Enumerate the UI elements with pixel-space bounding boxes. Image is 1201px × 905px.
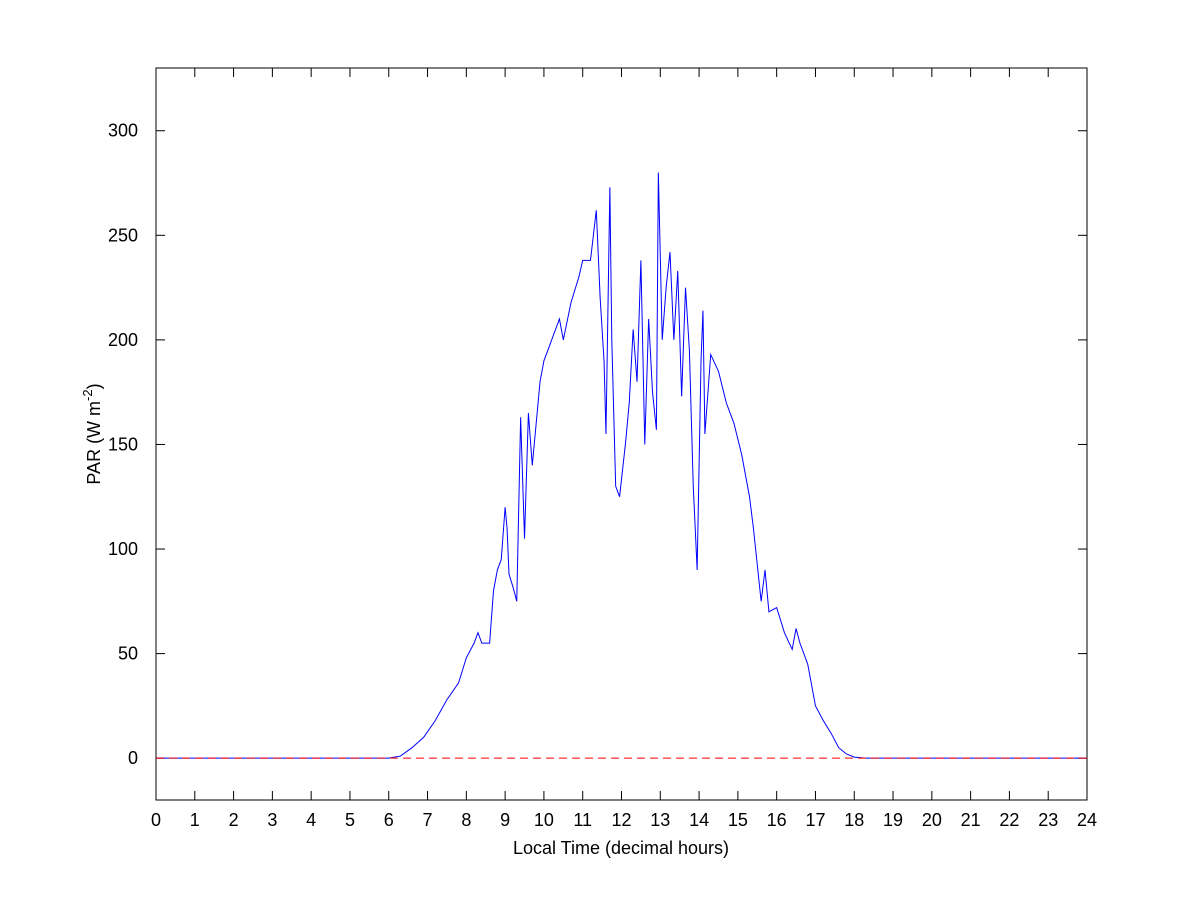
x-tick-label: 1 xyxy=(190,810,200,830)
x-tick-label: 0 xyxy=(151,810,161,830)
y-tick-label: 100 xyxy=(108,539,138,559)
y-tick-label: 300 xyxy=(108,121,138,141)
series-line xyxy=(156,172,1087,759)
x-tick-label: 14 xyxy=(689,810,709,830)
x-tick-label: 23 xyxy=(1038,810,1058,830)
x-tick-label: 6 xyxy=(384,810,394,830)
x-tick-label: 9 xyxy=(500,810,510,830)
x-tick-label: 16 xyxy=(767,810,787,830)
x-tick-label: 21 xyxy=(961,810,981,830)
x-tick-label: 10 xyxy=(534,810,554,830)
x-tick-label: 18 xyxy=(844,810,864,830)
x-axis-label: Local Time (decimal hours) xyxy=(513,838,729,858)
x-tick-label: 15 xyxy=(728,810,748,830)
y-label-sup: -2 xyxy=(80,389,95,401)
y-label-main: PAR (W m xyxy=(84,401,104,485)
x-tick-label: 5 xyxy=(345,810,355,830)
x-tick-label: 2 xyxy=(229,810,239,830)
x-tick-label: 12 xyxy=(611,810,631,830)
plot-box xyxy=(155,67,1088,801)
y-axis-label: PAR (W m-2) xyxy=(80,383,104,484)
y-tick-label: 0 xyxy=(128,748,138,768)
x-tick-label: 24 xyxy=(1077,810,1097,830)
x-tick-label: 11 xyxy=(573,810,592,830)
y-tick-label: 50 xyxy=(118,644,138,664)
x-tick-label: 4 xyxy=(306,810,316,830)
y-label-end: ) xyxy=(84,383,104,389)
x-tick-label: 17 xyxy=(805,810,825,830)
y-tick-label: 150 xyxy=(108,434,138,454)
x-tick-label: 13 xyxy=(650,810,670,830)
y-tick-label: 200 xyxy=(108,330,138,350)
x-tick-label: 7 xyxy=(423,810,433,830)
x-tick-label: 22 xyxy=(999,810,1019,830)
x-tick-label: 20 xyxy=(922,810,942,830)
x-tick-label: 19 xyxy=(883,810,903,830)
x-tick-label: 8 xyxy=(461,810,471,830)
x-tick-label: 3 xyxy=(267,810,277,830)
y-tick-label: 250 xyxy=(108,225,138,245)
